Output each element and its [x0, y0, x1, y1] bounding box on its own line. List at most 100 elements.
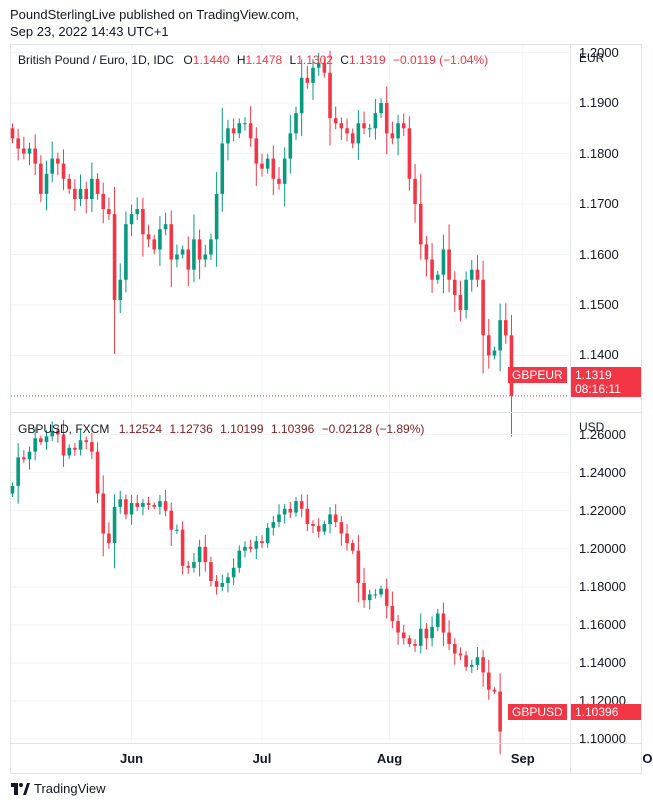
- candle[interactable]: [50, 421, 54, 442]
- candle[interactable]: [452, 271, 457, 312]
- candle[interactable]: [22, 136, 26, 160]
- candle[interactable]: [407, 635, 412, 648]
- candle[interactable]: [481, 650, 485, 687]
- candle[interactable]: [345, 118, 349, 142]
- candle[interactable]: [16, 443, 20, 504]
- candle[interactable]: [175, 524, 179, 534]
- candle[interactable]: [362, 111, 366, 135]
- candle[interactable]: [316, 52, 321, 76]
- candle[interactable]: [27, 446, 32, 470]
- candle[interactable]: [192, 214, 196, 283]
- candle[interactable]: [265, 523, 270, 548]
- candle[interactable]: [16, 128, 20, 161]
- candle[interactable]: [78, 428, 83, 456]
- candle[interactable]: [447, 224, 451, 293]
- candle[interactable]: [135, 494, 140, 512]
- candle[interactable]: [498, 673, 502, 755]
- pane-divider[interactable]: [10, 412, 642, 413]
- candle[interactable]: [203, 534, 208, 572]
- candle[interactable]: [186, 561, 191, 574]
- candle[interactable]: [95, 442, 100, 503]
- candle[interactable]: [192, 552, 196, 573]
- candle[interactable]: [396, 114, 400, 156]
- candle[interactable]: [237, 545, 242, 573]
- candle[interactable]: [435, 609, 440, 632]
- candle[interactable]: [396, 614, 400, 645]
- candle[interactable]: [135, 197, 140, 220]
- candle[interactable]: [469, 660, 474, 673]
- candle[interactable]: [294, 106, 298, 140]
- candle[interactable]: [356, 110, 361, 160]
- candle[interactable]: [129, 494, 134, 525]
- candle[interactable]: [373, 589, 378, 599]
- candle[interactable]: [33, 134, 37, 175]
- candle[interactable]: [452, 638, 457, 665]
- candle[interactable]: [254, 535, 259, 560]
- candle[interactable]: [186, 236, 191, 287]
- candle[interactable]: [418, 173, 423, 260]
- candle[interactable]: [260, 535, 264, 548]
- candle[interactable]: [265, 153, 270, 174]
- candle[interactable]: [197, 229, 202, 280]
- candle[interactable]: [129, 204, 134, 237]
- candle[interactable]: [73, 179, 77, 211]
- candle[interactable]: [299, 59, 304, 137]
- candle[interactable]: [152, 234, 157, 255]
- candle[interactable]: [322, 520, 327, 536]
- candle[interactable]: [84, 181, 89, 214]
- candle[interactable]: [486, 318, 491, 369]
- candle[interactable]: [379, 585, 383, 598]
- candle[interactable]: [384, 578, 389, 619]
- candle[interactable]: [413, 639, 417, 652]
- candle[interactable]: [288, 501, 293, 519]
- candle[interactable]: [209, 556, 213, 587]
- candle[interactable]: [27, 142, 32, 166]
- candle[interactable]: [458, 280, 463, 322]
- candle[interactable]: [203, 244, 208, 268]
- candle[interactable]: [90, 432, 94, 460]
- candle[interactable]: [39, 435, 43, 445]
- candle[interactable]: [231, 118, 236, 142]
- candle[interactable]: [214, 171, 219, 267]
- candle[interactable]: [152, 502, 157, 510]
- candle[interactable]: [226, 119, 230, 161]
- candle[interactable]: [413, 163, 417, 223]
- candle[interactable]: [362, 567, 366, 608]
- candle[interactable]: [61, 149, 66, 191]
- candle[interactable]: [322, 57, 327, 78]
- candle[interactable]: [424, 623, 429, 650]
- candle[interactable]: [180, 521, 185, 575]
- candle[interactable]: [10, 482, 15, 497]
- candle[interactable]: [282, 504, 287, 524]
- candle[interactable]: [56, 426, 60, 443]
- candle[interactable]: [237, 118, 242, 139]
- candle[interactable]: [101, 182, 106, 224]
- candle[interactable]: [464, 651, 468, 671]
- candle[interactable]: [435, 270, 440, 284]
- candle[interactable]: [180, 245, 185, 259]
- candle[interactable]: [248, 539, 253, 553]
- candle[interactable]: [248, 106, 253, 147]
- candle[interactable]: [124, 494, 128, 520]
- candle[interactable]: [288, 114, 293, 174]
- candle[interactable]: [464, 271, 468, 319]
- candle[interactable]: [305, 494, 310, 532]
- candle[interactable]: [169, 210, 174, 288]
- candle[interactable]: [316, 518, 321, 538]
- candle[interactable]: [333, 504, 338, 528]
- candle[interactable]: [492, 687, 497, 694]
- candle[interactable]: [197, 539, 202, 577]
- candle[interactable]: [78, 174, 83, 207]
- candle[interactable]: [163, 212, 168, 236]
- candle[interactable]: [107, 522, 111, 549]
- candle[interactable]: [243, 117, 247, 131]
- candle[interactable]: [44, 160, 49, 211]
- candle[interactable]: [163, 489, 168, 517]
- candle[interactable]: [481, 260, 485, 374]
- candle[interactable]: [22, 450, 26, 463]
- candle[interactable]: [61, 420, 66, 467]
- candle[interactable]: [441, 234, 446, 294]
- candle[interactable]: [141, 498, 145, 516]
- gbpeur-symbol[interactable]: British Pound / Euro, 1D, IDC: [18, 53, 175, 67]
- candle[interactable]: [418, 613, 423, 654]
